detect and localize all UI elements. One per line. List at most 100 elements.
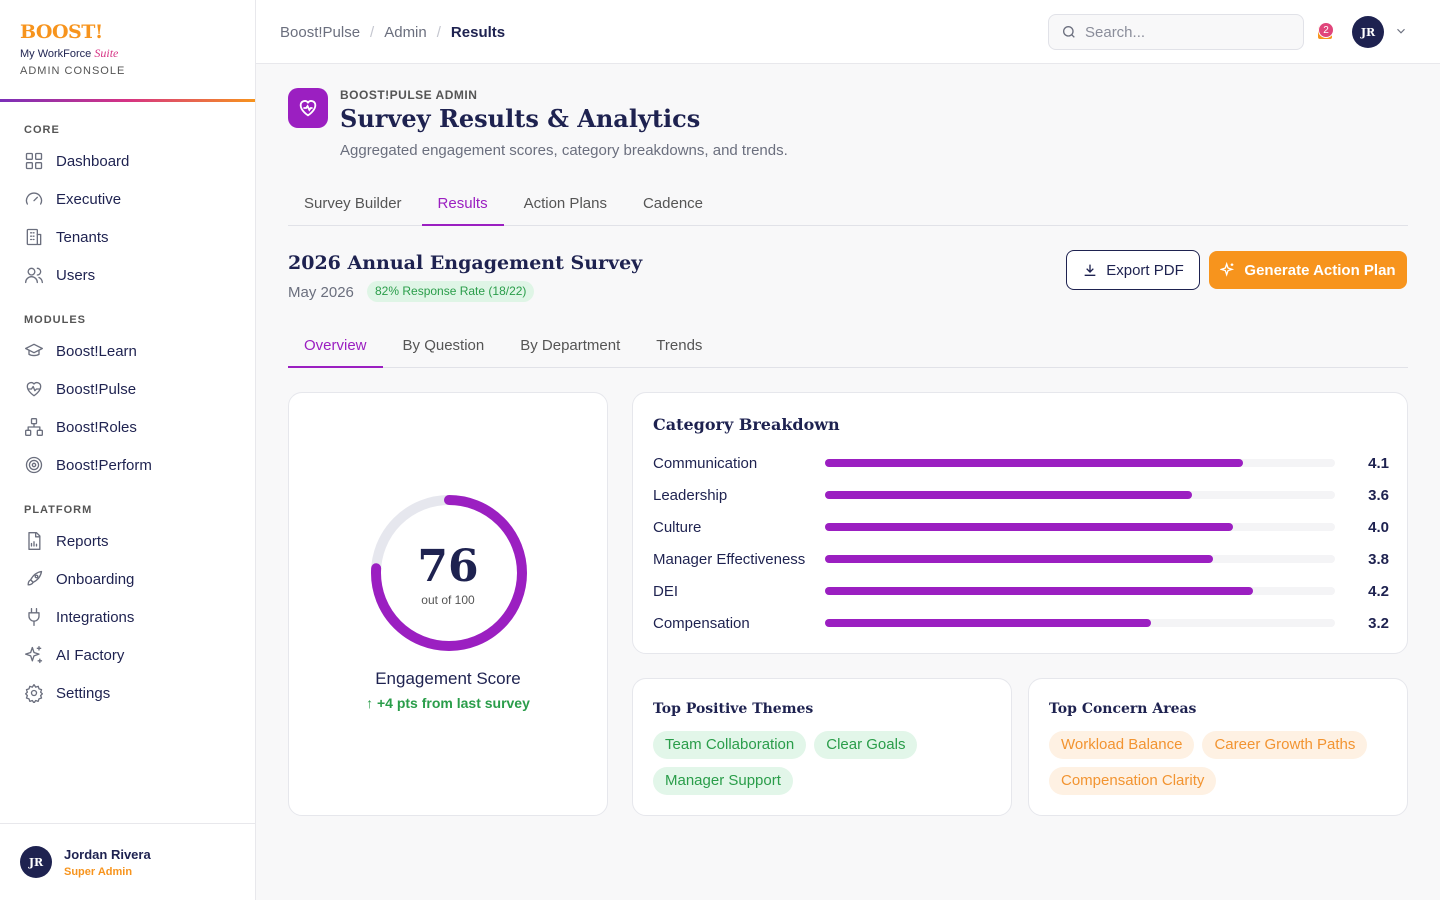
tab-by-question[interactable]: By Question xyxy=(402,337,485,354)
category-bar-fill xyxy=(825,491,1193,499)
search-placeholder: Search... xyxy=(1085,23,1146,41)
positive-theme-chip[interactable]: Manager Support xyxy=(653,767,793,795)
ring-progress xyxy=(371,495,527,651)
sidebar-item-dashboard[interactable]: Dashboard xyxy=(0,142,255,180)
category-bar-fill xyxy=(825,587,1254,595)
category-score: 4.1 xyxy=(1368,454,1389,472)
category-score: 3.6 xyxy=(1368,486,1389,504)
tab-action-plans[interactable]: Action Plans xyxy=(523,195,607,212)
heart-pulse-icon xyxy=(299,100,317,117)
category-row: Leadership 3.6 xyxy=(653,485,1389,505)
breadcrumb-item[interactable]: Boost!Pulse xyxy=(280,23,361,41)
tab-cadence[interactable]: Cadence xyxy=(642,195,704,212)
positive-themes-list: Team Collaboration Clear Goals Manager Sup… xyxy=(653,731,993,795)
positive-themes-card: Top Positive Themes Team Collaboration Cl… xyxy=(632,678,1012,816)
concern-area-chip[interactable]: Career Growth Paths xyxy=(1202,731,1368,759)
export-pdf-button[interactable]: Export PDF xyxy=(1066,250,1200,290)
category-breakdown-card: Category Breakdown Communication 4.1 Leade… xyxy=(632,392,1408,654)
engagement-score-label: Engagement Score xyxy=(375,669,521,688)
breadcrumb-item[interactable]: Admin xyxy=(384,23,427,41)
sidebar-item-label: Dashboard xyxy=(56,152,130,170)
category-bar-track xyxy=(825,523,1335,531)
export-pdf-label: Export PDF xyxy=(1106,261,1184,279)
concern-area-chip[interactable]: Compensation Clarity xyxy=(1049,767,1217,795)
gauge-icon xyxy=(25,192,43,205)
category-name: Compensation xyxy=(653,614,750,632)
sidebar-item-boost-roles[interactable]: Boost!Roles xyxy=(0,408,255,446)
concern-areas-card: Top Concern Areas Workload Balance Career… xyxy=(1028,678,1408,816)
page-eyebrow: BOOST!PULSE ADMIN xyxy=(340,88,478,102)
tab-trends[interactable]: Trends xyxy=(656,337,703,354)
category-bar-track xyxy=(825,491,1335,499)
sidebar-item-executive[interactable]: Executive xyxy=(0,180,255,218)
sidebar-item-settings[interactable]: Settings xyxy=(0,674,255,712)
user-name: Jordan Rivera xyxy=(64,846,151,862)
search-input[interactable]: Search... xyxy=(1048,14,1304,50)
sidebar-item-boost-learn[interactable]: Boost!Learn xyxy=(0,332,255,370)
sidebar-item-label: Boost!Pulse xyxy=(56,380,137,398)
sidebar-item-boost-perform[interactable]: Boost!Perform xyxy=(0,446,255,484)
score-delta-text: +4 pts from last survey xyxy=(376,695,530,711)
breadcrumb-separator: / xyxy=(436,23,441,41)
sidebar-item-tenants[interactable]: Tenants xyxy=(0,218,255,256)
category-bar-fill xyxy=(825,555,1213,563)
tab-by-department[interactable]: By Department xyxy=(520,337,621,354)
sidebar-item-label: Boost!Perform xyxy=(56,456,152,474)
user-avatar[interactable]: JR xyxy=(1352,16,1384,48)
category-name: DEI xyxy=(653,582,679,600)
category-score: 4.0 xyxy=(1368,518,1389,536)
brand-console-label: ADMIN CONSOLE xyxy=(20,65,126,77)
sidebar-item-label: Boost!Roles xyxy=(56,418,137,436)
category-name: Culture xyxy=(653,518,702,536)
positive-theme-chip[interactable]: Team Collaboration xyxy=(653,731,807,759)
category-bar-track xyxy=(825,619,1335,627)
sidebar-item-boost-pulse[interactable]: Boost!Pulse xyxy=(0,370,255,408)
sidebar: BOOST! My WorkForce Suite ADMIN CONSOLE … xyxy=(0,0,256,900)
plug-icon xyxy=(28,608,40,626)
sidebar-item-users[interactable]: Users xyxy=(0,256,255,294)
sidebar-item-label: Executive xyxy=(56,190,122,208)
tab-overview[interactable]: Overview xyxy=(288,324,383,368)
category-name: Communication xyxy=(653,454,758,472)
engagement-score-card: 76 out of 100 Engagement Score ↑ +4 pts … xyxy=(288,392,608,816)
page-subtitle: Aggregated engagement scores, category b… xyxy=(340,142,788,159)
category-row: DEI 4.2 xyxy=(653,581,1389,601)
survey-title: 2026 Annual Engagement Survey xyxy=(288,252,643,274)
rocket-icon xyxy=(27,570,43,586)
category-row: Compensation 3.2 xyxy=(653,613,1389,633)
category-bar-fill xyxy=(825,523,1233,531)
topbar: Boost!Pulse / Admin / Results Search... … xyxy=(256,0,1440,64)
score-delta: ↑ +4 pts from last survey xyxy=(289,695,607,711)
concern-area-chip[interactable]: Workload Balance xyxy=(1049,731,1195,759)
sidebar-item-integrations[interactable]: Integrations xyxy=(0,598,255,636)
category-row: Culture 4.0 xyxy=(653,517,1389,537)
sidebar-item-ai-factory[interactable]: AI Factory xyxy=(0,636,255,674)
tab-survey-builder[interactable]: Survey Builder xyxy=(304,195,402,212)
generate-action-plan-button[interactable]: Generate Action Plan xyxy=(1209,251,1407,289)
arrow-up-icon: ↑ xyxy=(366,695,374,711)
search-icon xyxy=(1063,26,1075,38)
category-score: 4.2 xyxy=(1368,582,1389,600)
brand-logo[interactable]: BOOST! xyxy=(20,21,103,43)
heart-pulse-icon xyxy=(26,381,42,397)
category-bar-track xyxy=(825,587,1335,595)
sidebar-item-onboarding[interactable]: Onboarding xyxy=(0,560,255,598)
category-bar-fill xyxy=(825,459,1244,467)
sidebar-item-label: Tenants xyxy=(56,228,109,246)
sidebar-user[interactable]: JR Jordan Rivera Super Admin xyxy=(0,823,255,900)
engagement-score-scale: out of 100 xyxy=(421,593,475,607)
tab-results[interactable]: Results xyxy=(421,182,504,226)
engagement-score-ring xyxy=(371,495,527,651)
grid-icon xyxy=(25,152,43,170)
sidebar-item-label: Reports xyxy=(56,532,109,550)
brand-sub-text: My WorkForce xyxy=(20,48,92,60)
sidebar-item-label: Onboarding xyxy=(56,570,135,588)
sidebar-item-label: AI Factory xyxy=(56,646,125,664)
download-icon xyxy=(1084,264,1096,276)
category-score: 3.2 xyxy=(1368,614,1389,632)
sidebar-item-reports[interactable]: Reports xyxy=(0,522,255,560)
positive-theme-chip[interactable]: Clear Goals xyxy=(814,731,918,759)
pulse-module-icon xyxy=(288,88,328,128)
chevron-down-icon[interactable] xyxy=(1394,24,1408,38)
sidebar-nav: CORE Dashboard Executive Tenants Users M… xyxy=(0,102,255,712)
